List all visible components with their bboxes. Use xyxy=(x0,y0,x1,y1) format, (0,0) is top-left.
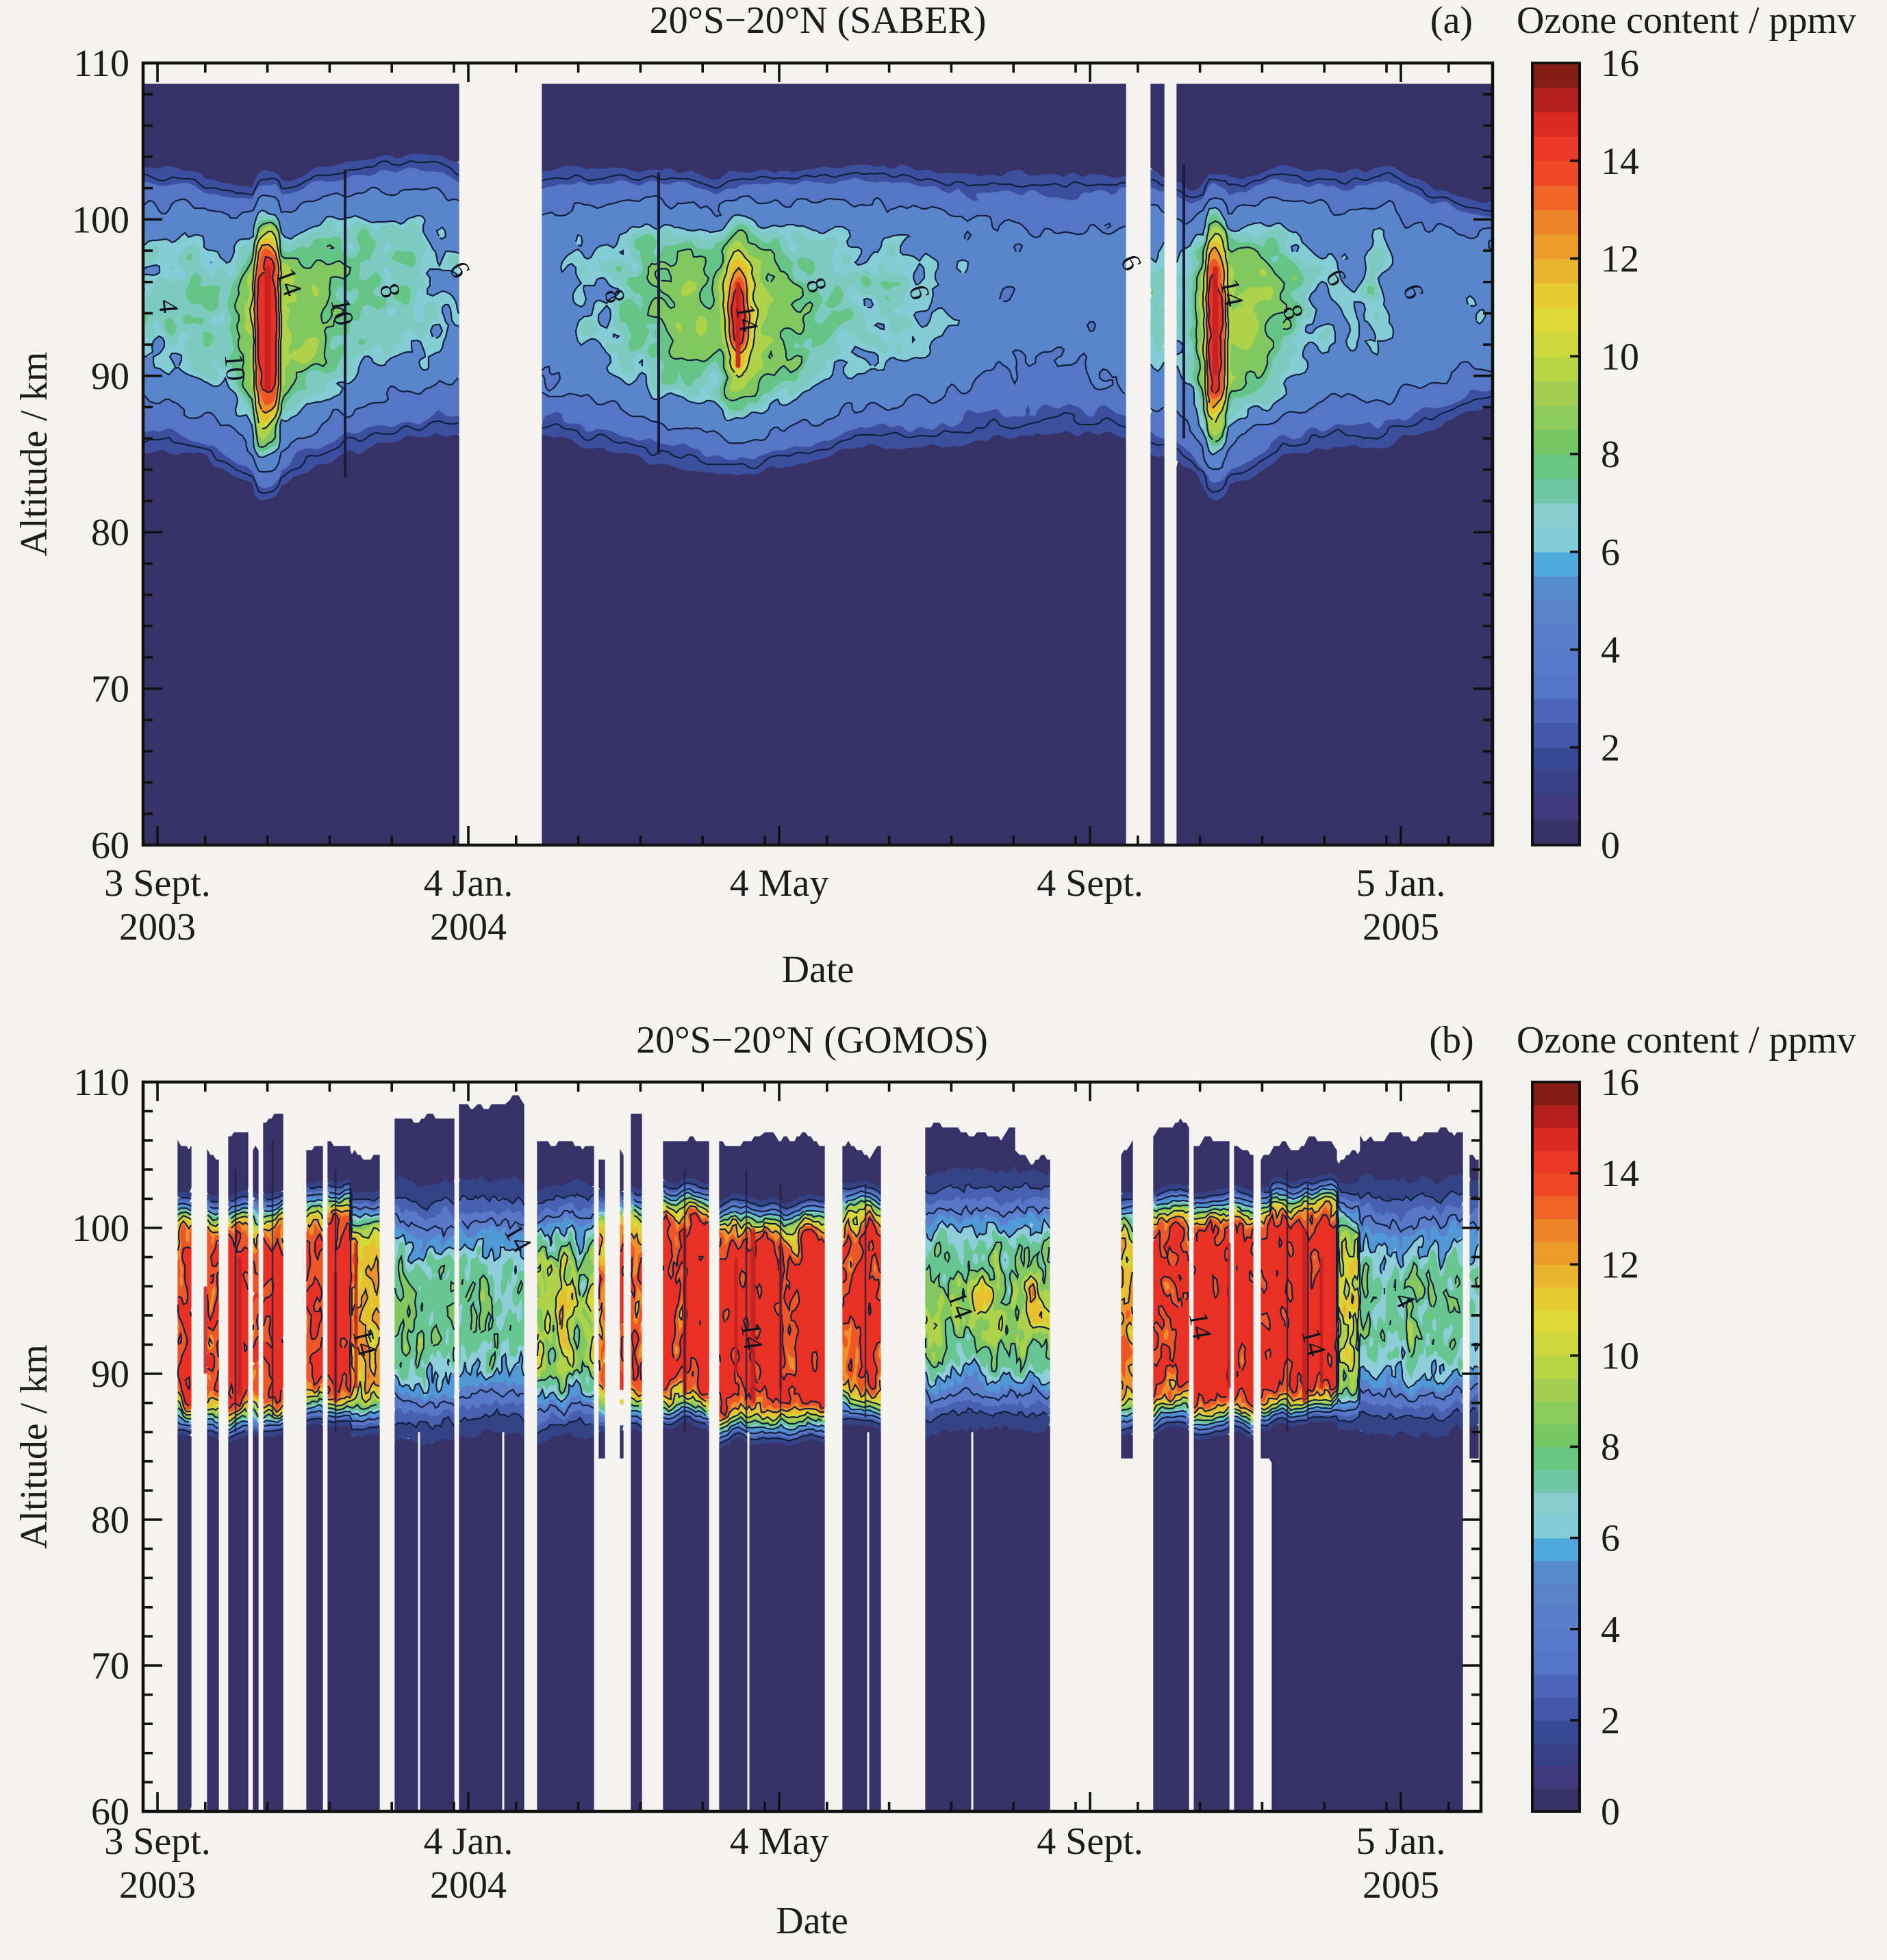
svg-text:10: 10 xyxy=(1601,1335,1639,1377)
svg-text:80: 80 xyxy=(91,512,129,554)
svg-text:20°S−20°N (SABER): 20°S−20°N (SABER) xyxy=(650,0,987,42)
svg-text:2004: 2004 xyxy=(430,906,507,948)
svg-text:2004: 2004 xyxy=(430,1864,507,1907)
svg-text:4 Jan.: 4 Jan. xyxy=(424,1820,514,1863)
svg-text:(b): (b) xyxy=(1429,1019,1473,1061)
svg-text:10: 10 xyxy=(218,352,251,382)
svg-text:6: 6 xyxy=(1601,531,1620,574)
svg-text:4 Sept.: 4 Sept. xyxy=(1037,862,1143,905)
svg-text:12: 12 xyxy=(1601,238,1639,281)
svg-text:5 Jan.: 5 Jan. xyxy=(1356,1820,1446,1863)
svg-text:4: 4 xyxy=(1601,629,1620,672)
svg-text:5 Jan.: 5 Jan. xyxy=(1356,862,1446,905)
svg-text:Altitude / km: Altitude / km xyxy=(13,1344,55,1549)
svg-text:60: 60 xyxy=(91,825,129,867)
svg-text:2005: 2005 xyxy=(1363,1864,1439,1907)
svg-text:2003: 2003 xyxy=(119,1864,196,1907)
svg-text:14: 14 xyxy=(735,1320,769,1352)
svg-text:14: 14 xyxy=(1214,276,1250,309)
svg-text:4: 4 xyxy=(1601,1609,1620,1651)
svg-text:8: 8 xyxy=(1601,434,1620,476)
svg-text:4: 4 xyxy=(153,298,185,314)
svg-text:80: 80 xyxy=(91,1499,129,1542)
svg-text:2005: 2005 xyxy=(1363,906,1439,948)
svg-text:16: 16 xyxy=(1601,42,1639,85)
svg-text:100: 100 xyxy=(72,199,129,241)
svg-text:70: 70 xyxy=(91,1645,129,1687)
svg-text:60: 60 xyxy=(91,1791,129,1833)
svg-text:14: 14 xyxy=(730,302,765,334)
svg-text:4 Sept.: 4 Sept. xyxy=(1037,1820,1143,1863)
svg-text:0: 0 xyxy=(1601,1791,1620,1833)
svg-text:14: 14 xyxy=(1183,1309,1218,1342)
svg-text:110: 110 xyxy=(73,1061,129,1104)
svg-text:Altitude / km: Altitude / km xyxy=(13,352,55,557)
svg-text:Date: Date xyxy=(782,948,854,991)
svg-text:90: 90 xyxy=(91,355,129,398)
svg-text:20°S−20°N (GOMOS): 20°S−20°N (GOMOS) xyxy=(636,1019,988,1061)
svg-text:Ozone content / ppmv: Ozone content / ppmv xyxy=(1517,1019,1856,1061)
svg-text:16: 16 xyxy=(1601,1061,1639,1104)
svg-text:4 Jan.: 4 Jan. xyxy=(424,862,514,905)
svg-text:(a): (a) xyxy=(1430,0,1473,42)
svg-text:3 Sept.: 3 Sept. xyxy=(104,862,211,905)
svg-text:2: 2 xyxy=(1601,727,1620,769)
svg-text:2003: 2003 xyxy=(119,906,196,948)
svg-text:90: 90 xyxy=(91,1353,129,1396)
svg-text:6: 6 xyxy=(1601,1518,1620,1560)
svg-text:10: 10 xyxy=(325,295,360,327)
svg-text:110: 110 xyxy=(73,42,129,85)
svg-text:100: 100 xyxy=(72,1207,129,1250)
svg-text:Ozone content / ppmv: Ozone content / ppmv xyxy=(1517,0,1856,42)
svg-text:14: 14 xyxy=(1601,1153,1639,1195)
svg-text:10: 10 xyxy=(1601,336,1639,378)
svg-text:4 May: 4 May xyxy=(730,862,829,905)
svg-text:4 May: 4 May xyxy=(730,1820,829,1863)
svg-text:3 Sept.: 3 Sept. xyxy=(104,1820,211,1863)
svg-text:70: 70 xyxy=(91,668,129,711)
svg-text:8: 8 xyxy=(1601,1427,1620,1469)
svg-text:12: 12 xyxy=(1601,1244,1639,1286)
svg-text:Date: Date xyxy=(776,1900,848,1942)
svg-text:14: 14 xyxy=(1601,140,1639,183)
svg-text:0: 0 xyxy=(1601,825,1620,867)
svg-text:2: 2 xyxy=(1601,1700,1620,1742)
